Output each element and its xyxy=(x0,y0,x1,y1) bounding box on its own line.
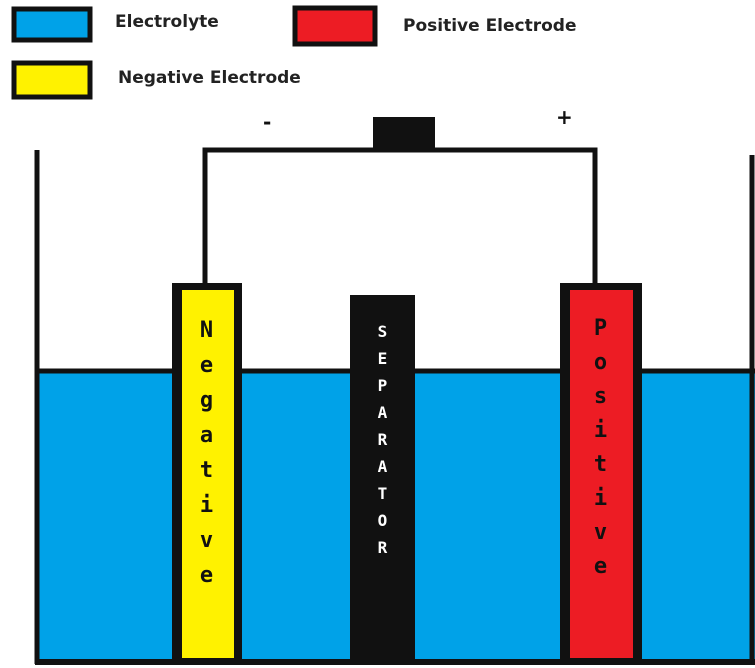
separator-label: SEPARATOR xyxy=(373,322,392,565)
positive-label: Positive xyxy=(588,316,613,588)
legend-label: Negative Electrode xyxy=(118,68,301,88)
legend-swatch xyxy=(11,6,93,43)
wire xyxy=(202,147,598,285)
negative-terminal-sign: - xyxy=(263,110,272,134)
legend-label: Electrolyte xyxy=(115,12,219,32)
positive-electrode xyxy=(570,290,633,658)
negative-label: Negative xyxy=(194,318,219,598)
positive-terminal-sign: + xyxy=(556,105,573,129)
separator xyxy=(350,295,415,663)
battery-terminal xyxy=(373,117,435,151)
negative-electrode xyxy=(182,290,234,658)
legend-swatch xyxy=(292,5,378,47)
legend-swatch xyxy=(11,60,93,100)
legend-label: Positive Electrode xyxy=(403,16,577,36)
